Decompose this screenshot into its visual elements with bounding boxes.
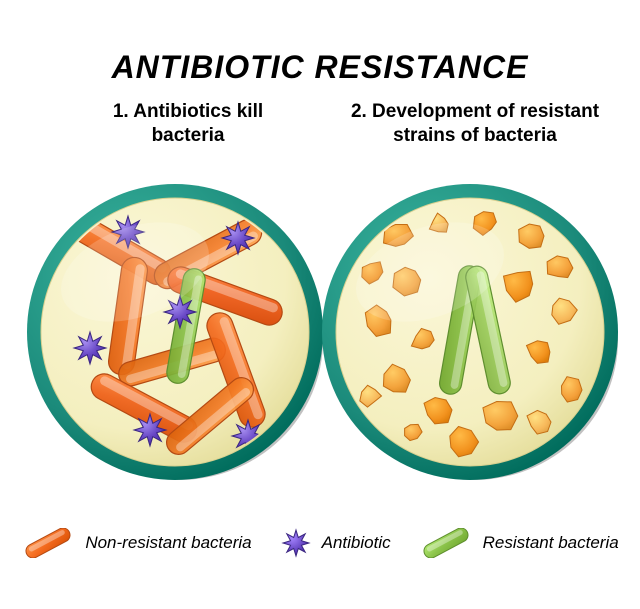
legend-label: Antibiotic (322, 533, 391, 553)
antibiotic-icon (134, 414, 166, 446)
antibiotic-icon (222, 222, 254, 254)
bacteria-fragment (519, 224, 544, 248)
bacteria-rod-icon (419, 528, 473, 558)
legend-item-anti: Antibiotic (280, 528, 391, 558)
petri-dish-right (322, 184, 618, 480)
antibiotic-icon (280, 528, 312, 558)
antibiotic-icon (74, 332, 106, 364)
petri-dish-left (27, 184, 323, 480)
legend-label: Non-resistant bacteria (85, 533, 251, 553)
legend-label: Resistant bacteria (483, 533, 619, 553)
legend: Non-resistant bacteria Antibiotic Resistan… (0, 528, 640, 558)
bacteria-rod-icon (21, 528, 75, 558)
diagram-svg (0, 0, 640, 609)
legend-item-nonres: Non-resistant bacteria (21, 528, 251, 558)
legend-item-res: Resistant bacteria (419, 528, 619, 558)
infographic-root: ANTIBIOTIC RESISTANCE 1. Antibiotics kil… (0, 0, 640, 609)
